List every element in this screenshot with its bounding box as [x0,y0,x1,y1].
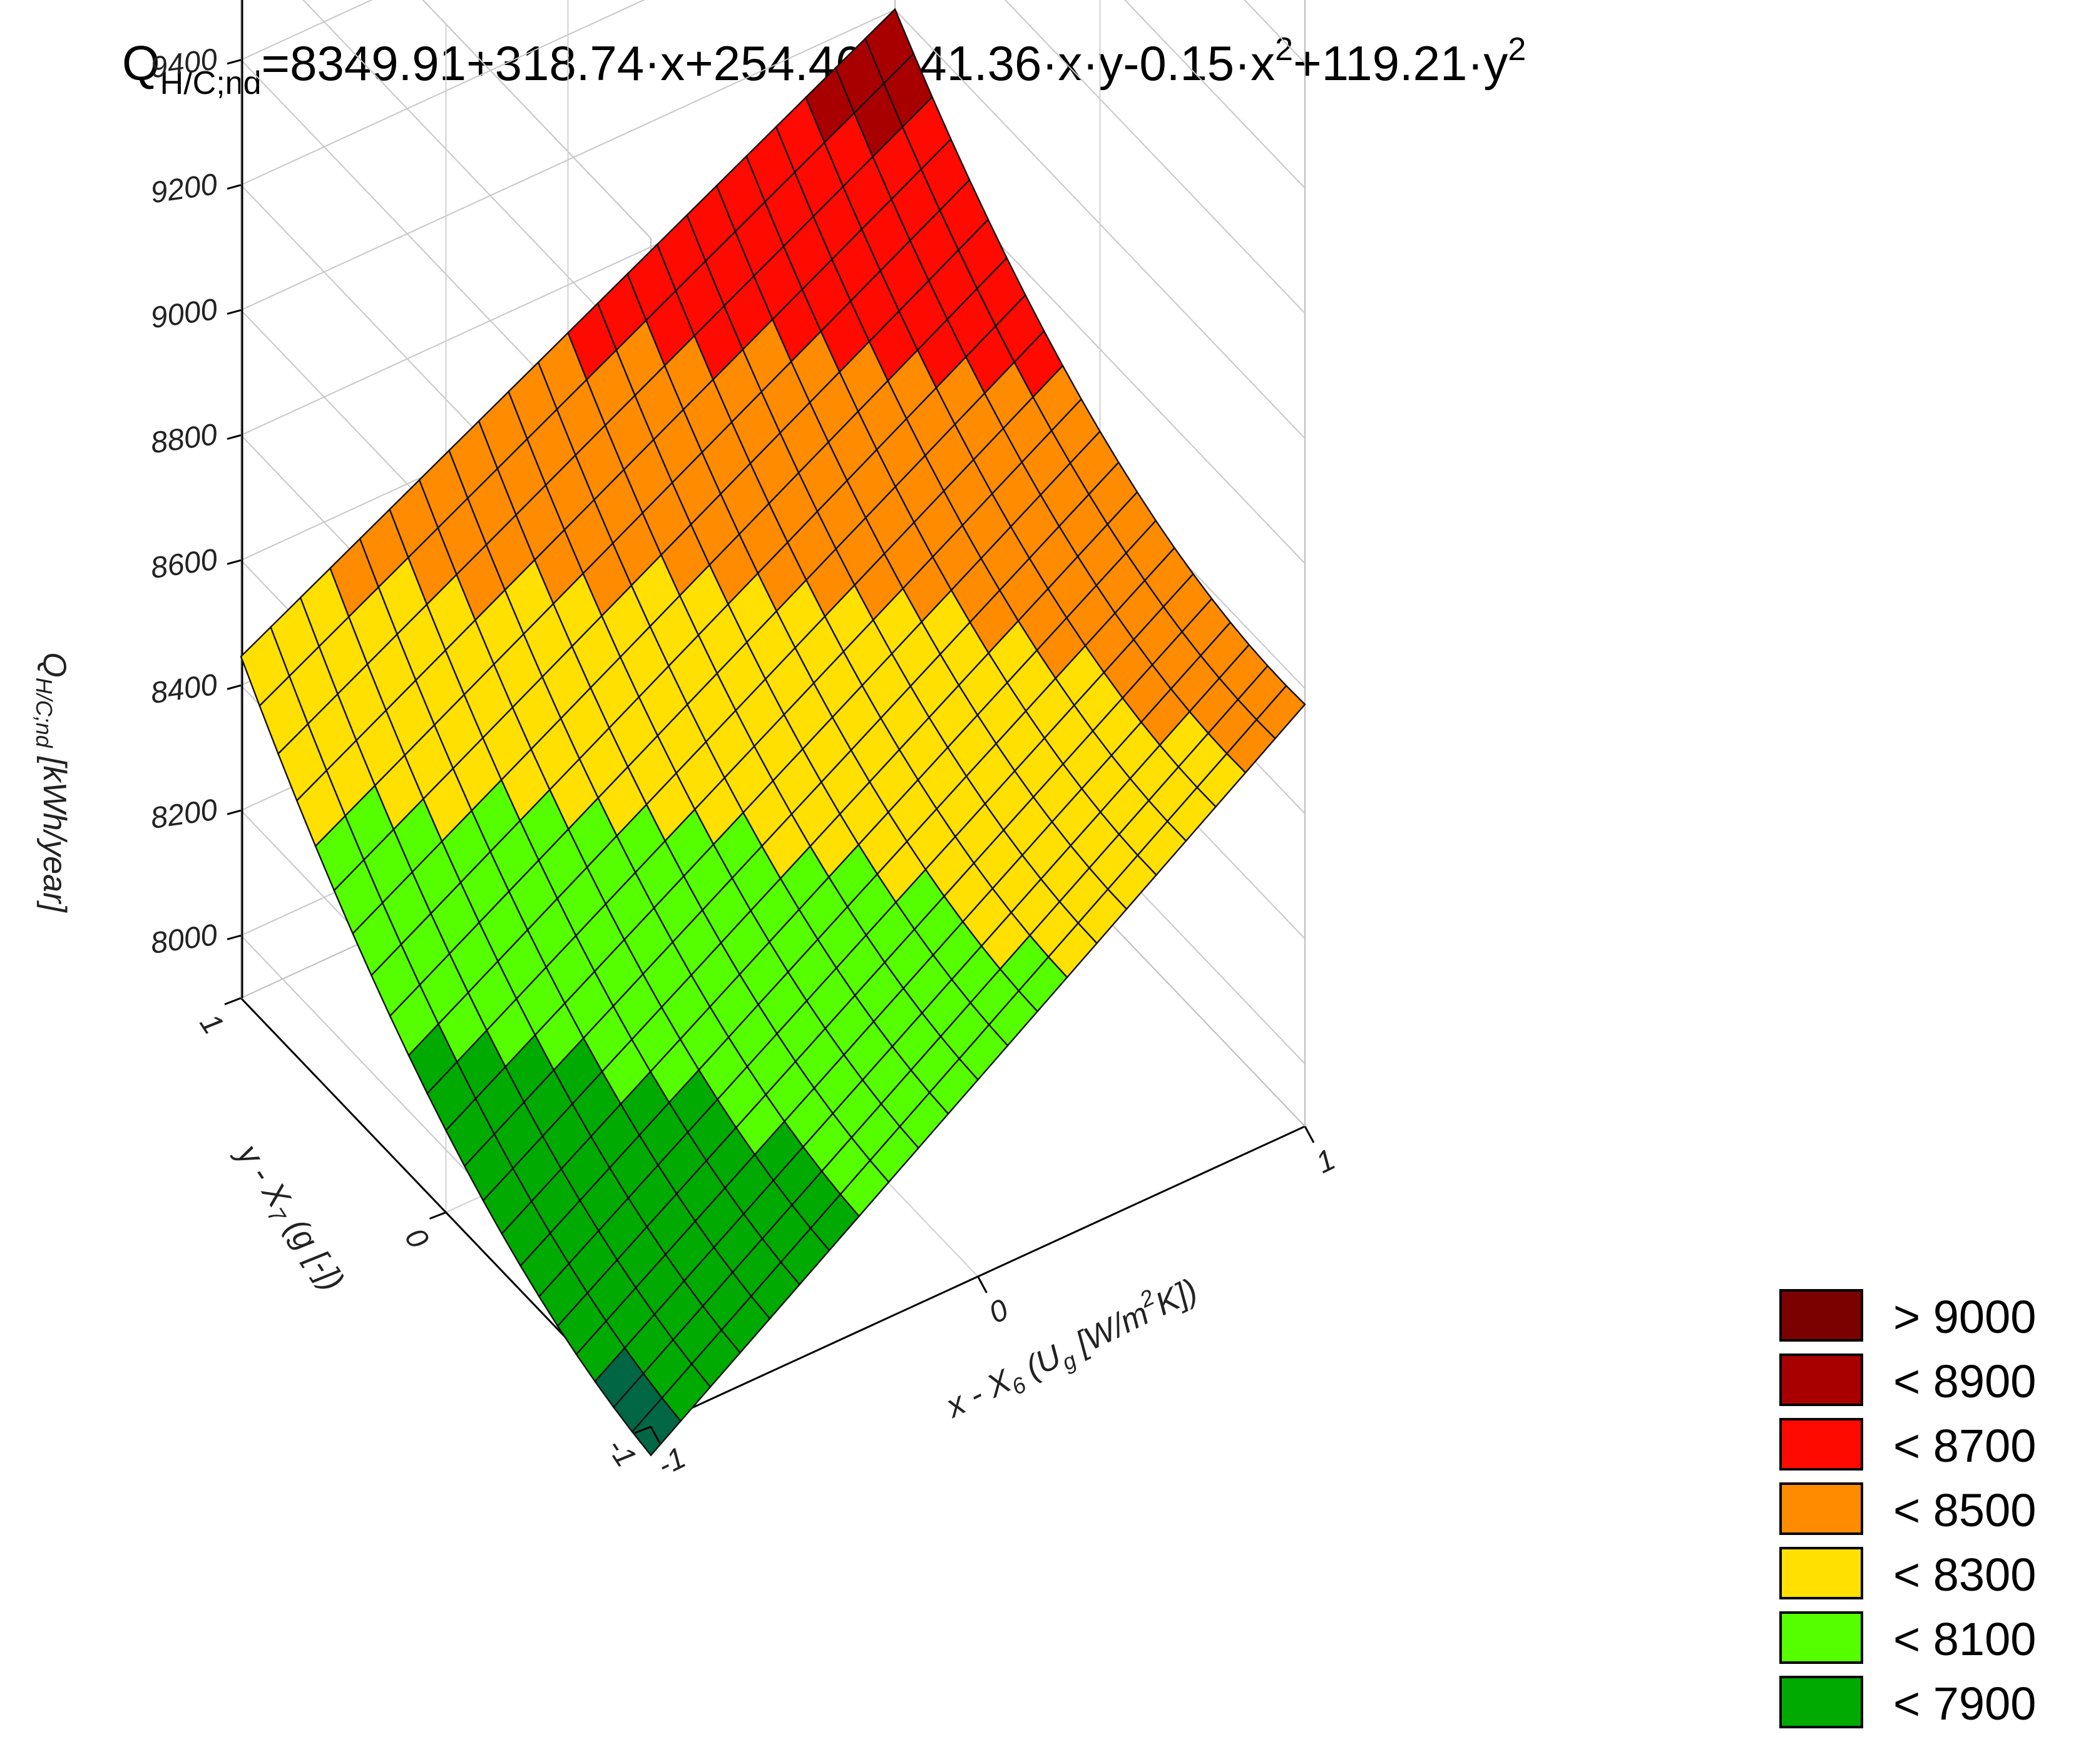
legend-swatch [1779,1611,1863,1664]
z-tick-mark [227,809,242,815]
title-q: Q [122,36,160,91]
legend-label: < 8300 [1893,1549,2036,1601]
x-tick-label: 1 [1311,1143,1341,1180]
z-tick-mark [227,184,242,190]
z-tick-label: 8000 [148,918,219,960]
x-axis-label: x - X6 (Ug [W/m2K]) [936,1266,1205,1430]
chart-title: QH/C;nd=8349.91+318.74·x+254.46·y-41.36·… [122,31,1526,101]
title-dot-5: · [1234,36,1250,91]
surface-mesh [240,8,1306,1457]
title-dot-3: · [1041,36,1058,91]
title-subscript: H/C;nd [160,65,262,101]
z-axis-label: QH/C;nd [kWh/year] [31,652,73,913]
title-eq-4: x [1058,36,1082,91]
title-dot-1: · [644,34,660,89]
z-tick-label: 8600 [148,543,219,585]
y-tick-mark [429,1211,447,1220]
legend-label: < 8700 [1893,1420,2036,1472]
y-tick-mark [224,997,242,1006]
x-tick-mark [650,1426,661,1444]
legend-swatch [1779,1354,1863,1406]
z-tick-label: 8200 [148,793,219,835]
legend-label: < 8500 [1893,1484,2036,1536]
y-tick-mark [634,1425,652,1434]
legend-label: > 9000 [1893,1291,2036,1343]
title-dot-4: · [1082,36,1098,91]
z-tick-label: 8400 [148,668,219,710]
legend: > 9000 < 8900 < 8700 < 8500 < 8300 < 8100 < 79… [1779,1289,2036,1730]
z-tick-label: 8800 [148,418,219,460]
z-tick-mark [227,309,242,315]
title-eq-8: y [1483,36,1508,91]
legend-swatch [1779,1482,1863,1535]
title-eq-1: =8349.91+318.74 [262,36,645,91]
x-tick-label: 0 [984,1293,1014,1330]
x-tick-mark [977,1276,988,1293]
legend-swatch [1779,1289,1863,1342]
legend-swatch [1779,1418,1863,1471]
title-sup-1: 2 [1275,31,1293,68]
z-tick-mark [227,934,242,941]
title-eq-7: +119.21 [1293,36,1467,91]
title-sup-2: 2 [1508,31,1526,68]
legend-swatch [1779,1547,1863,1599]
legend-swatch [1779,1676,1863,1728]
z-tick-mark [227,59,242,65]
title-eq-5: y-0.15 [1098,36,1234,91]
z-tick-label: 9000 [148,293,219,335]
title-eq-6: x [1250,36,1275,91]
surface-cell [631,1397,682,1457]
y-tick-label: 0 [398,1222,435,1255]
z-tick-label: 9200 [148,168,219,210]
legend-label: < 7900 [1893,1678,2036,1730]
y-axis-label: y - X7 (g [-]) [225,1136,351,1300]
title-dot-6: · [1467,36,1483,91]
z-tick-mark [227,434,242,440]
x-tick-mark [1304,1126,1315,1143]
legend-label: < 8100 [1893,1613,2036,1665]
y-tick-label: 1 [193,1008,230,1040]
z-tick-mark [227,559,242,565]
legend-label: < 8900 [1893,1355,2036,1407]
y-tick-label: -1 [600,1432,643,1473]
z-tick-mark [227,684,242,690]
